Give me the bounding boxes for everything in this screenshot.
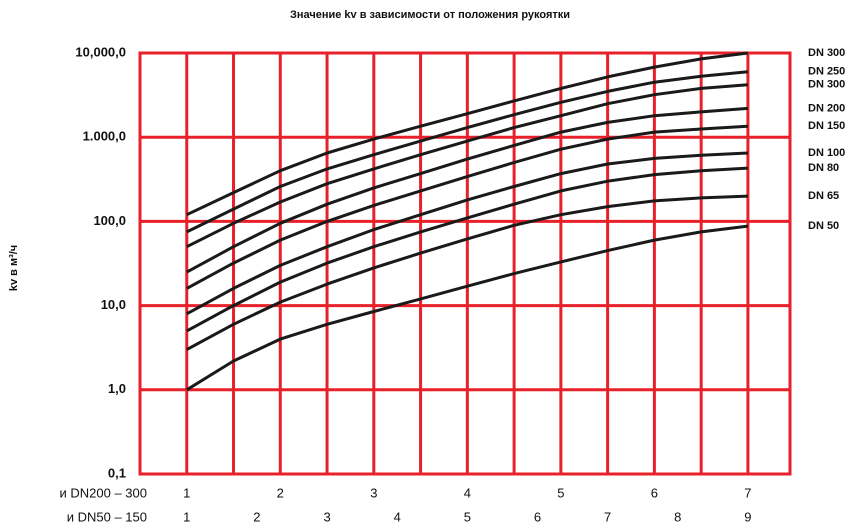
x-axis-label: и DN200 – 300 <box>60 485 147 500</box>
x2-tick-label: 2 <box>253 509 260 524</box>
x-tick-label: 5 <box>557 485 564 500</box>
plot-frame <box>138 51 792 476</box>
legend-label: DN 50 <box>808 220 839 232</box>
chart-title: Значение kv в зависимости от положения р… <box>290 9 570 21</box>
x-tick-label: 7 <box>744 485 751 500</box>
x2-tick-label: 9 <box>744 509 751 524</box>
y-tick-label: 10,000,0 <box>75 44 126 59</box>
legend-label: DN 100 <box>808 147 845 159</box>
x2-tick-label: 7 <box>604 509 611 524</box>
x-tick-label: 6 <box>651 485 658 500</box>
legend-label: DN 300 <box>808 79 845 91</box>
legend-label: DN 300 <box>808 47 845 59</box>
series-line <box>186 166 748 333</box>
x2-tick-label: 3 <box>323 509 330 524</box>
x2-tick-label: 5 <box>464 509 471 524</box>
y-tick-label: 1,0 <box>108 381 126 396</box>
series-line <box>186 224 749 392</box>
legend-label: DN 200 <box>808 102 845 114</box>
series-line <box>186 70 749 234</box>
legend-label: DN 80 <box>808 162 839 174</box>
y-tick-label: 1.000,0 <box>83 129 126 144</box>
x-tick-label: 4 <box>464 485 471 500</box>
y-tick-label: 10,0 <box>101 297 126 312</box>
x2-tick-label: 1 <box>183 509 190 524</box>
legend-label: DN 250 <box>808 66 845 78</box>
x2-axis-label: и DN50 – 150 <box>67 509 147 524</box>
series-line <box>186 106 749 274</box>
y-tick-label: 0,1 <box>108 465 126 480</box>
x2-tick-label: 8 <box>674 509 681 524</box>
x-tick-label: 1 <box>183 485 190 500</box>
x-tick-label: 3 <box>370 485 377 500</box>
series-line <box>186 194 748 351</box>
series-line <box>186 124 748 290</box>
legend-label: DN 65 <box>808 190 839 202</box>
series-line <box>186 51 749 217</box>
x-tick-label: 2 <box>277 485 284 500</box>
y-axis-label: kv в м³/ч <box>8 245 20 291</box>
legend-label: DN 150 <box>808 120 845 132</box>
series-line <box>186 151 748 316</box>
x2-tick-label: 4 <box>394 509 401 524</box>
y-tick-label: 100,0 <box>93 213 126 228</box>
x2-tick-label: 6 <box>534 509 541 524</box>
series-line <box>186 83 749 249</box>
